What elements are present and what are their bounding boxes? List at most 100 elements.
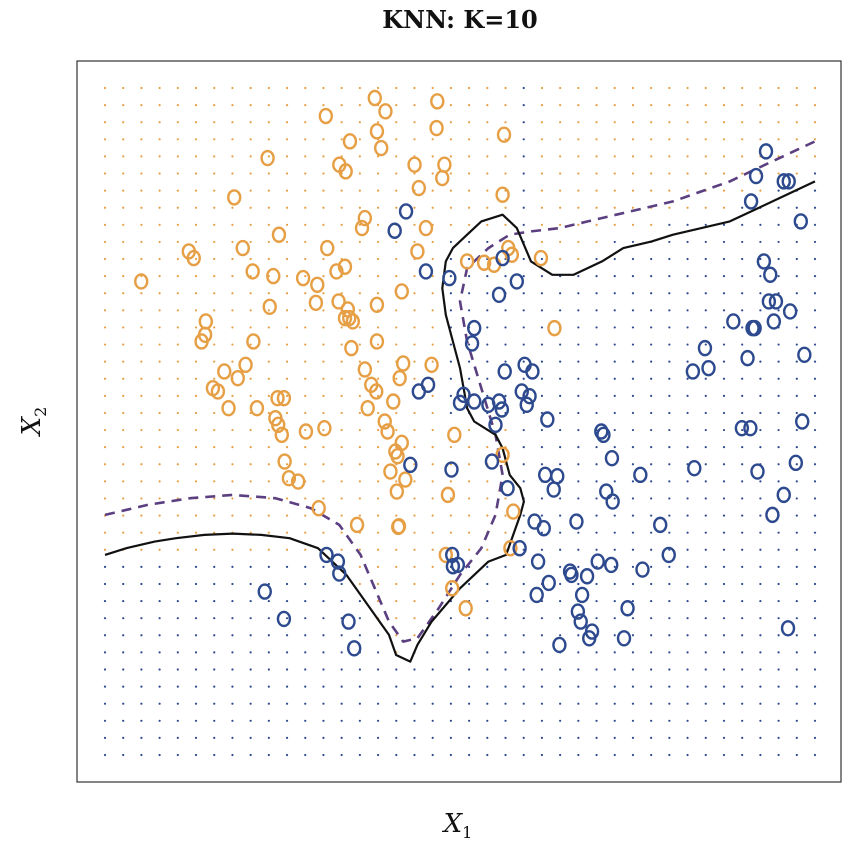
grid-dot [267, 463, 270, 466]
grid-dot [413, 377, 416, 380]
grid-dot [741, 548, 744, 551]
grid-dot [540, 189, 544, 192]
grid-dot [577, 206, 580, 209]
orange-point [418, 219, 434, 237]
grid-dot [249, 172, 252, 175]
grid-dot [759, 668, 762, 671]
grid-dot [103, 702, 107, 705]
orange-point [430, 93, 445, 110]
grid-dot [304, 548, 307, 551]
grid-dot [722, 582, 726, 586]
grid-dot [777, 121, 780, 124]
grid-dot [413, 753, 416, 757]
grid-dot [741, 668, 744, 671]
grid-dot [577, 668, 580, 671]
grid-dot [249, 326, 252, 329]
grid-dot [668, 121, 671, 124]
orange-point [392, 369, 407, 387]
grid-dot [304, 582, 307, 586]
grid-dot [158, 617, 161, 620]
grid-dot [795, 121, 798, 124]
grid-dot [668, 736, 671, 739]
grid-dot [376, 548, 380, 551]
grid-dot [231, 240, 234, 244]
grid-dot [285, 446, 289, 449]
blue-point [781, 173, 796, 190]
grid-dot [813, 326, 817, 329]
grid-dot [704, 634, 707, 637]
blue-point [763, 266, 778, 283]
grid-dot [522, 309, 525, 312]
grid-dot [194, 736, 198, 739]
grid-dot [194, 548, 198, 551]
grid-dot [140, 531, 143, 534]
blue-point [495, 249, 510, 267]
grid-dot [213, 240, 216, 244]
grid-dot [213, 582, 216, 586]
blue-point [761, 293, 777, 310]
grid-dot [813, 172, 817, 175]
orange-point [246, 333, 261, 350]
grid-dot [486, 326, 489, 329]
grid-dot [158, 104, 161, 107]
grid-dot [468, 343, 471, 346]
grid-dot [431, 428, 434, 432]
grid-dot [522, 463, 525, 466]
grid-dot [267, 446, 270, 449]
grid-dot [559, 685, 562, 688]
grid-dot [577, 753, 580, 757]
orange-point [398, 471, 413, 488]
grid-dot [176, 548, 179, 551]
grid-dot [540, 309, 544, 312]
grid-dot [722, 411, 726, 415]
grid-dot [468, 360, 471, 363]
grid-dot [267, 497, 270, 500]
grid-dot [103, 411, 107, 415]
grid-dot [103, 634, 107, 637]
grid-dot [122, 411, 125, 415]
grid-dot [613, 599, 616, 603]
grid-dot [650, 309, 653, 312]
grid-dot [722, 240, 726, 244]
grid-dot [577, 634, 580, 637]
grid-dot [194, 360, 198, 363]
grid-dot [413, 292, 416, 295]
grid-dot [140, 668, 143, 671]
grid-dot [395, 86, 398, 90]
grid-dot [540, 394, 544, 397]
grid-dot [795, 480, 798, 483]
grid-dot [668, 394, 671, 397]
grid-dot [122, 497, 125, 500]
grid-dot [122, 257, 125, 261]
grid-dot [504, 719, 507, 722]
grid-dot [304, 104, 307, 107]
grid-dot [431, 702, 434, 705]
grid-dot [449, 668, 452, 671]
grid-dot [559, 428, 562, 432]
grid-dot [813, 275, 817, 278]
grid-dot [631, 702, 635, 705]
grid-dot [267, 394, 270, 397]
grid-dot [395, 565, 398, 568]
grid-dot [631, 189, 635, 192]
grid-dot [194, 394, 198, 397]
grid-dot [376, 292, 380, 295]
grid-dot [304, 463, 307, 466]
grid-dot [795, 548, 798, 551]
grid-dot [395, 480, 398, 483]
grid-dot [158, 565, 161, 568]
grid-dot [704, 377, 707, 380]
grid-dot [722, 394, 726, 397]
grid-dot [668, 326, 671, 329]
orange-point [354, 219, 370, 237]
blue-point [620, 600, 635, 617]
grid-dot [595, 548, 598, 551]
grid-dot [285, 463, 289, 466]
grid-dot [668, 565, 671, 568]
grid-dot [140, 206, 143, 209]
grid-dot [304, 719, 307, 722]
grid-dot [559, 599, 562, 603]
grid-dot [759, 565, 762, 568]
grid-dot [140, 309, 143, 312]
grid-dot [213, 138, 216, 141]
